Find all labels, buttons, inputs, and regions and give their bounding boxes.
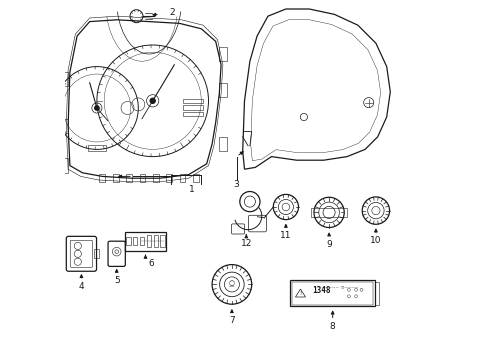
Bar: [310, 208, 346, 217]
Bar: [219, 47, 226, 61]
Bar: [153, 174, 158, 182]
Bar: [133, 237, 137, 245]
Bar: [183, 112, 203, 116]
Bar: [94, 249, 99, 258]
Text: 1: 1: [189, 185, 195, 194]
Bar: [139, 174, 145, 182]
Text: 4: 4: [79, 282, 84, 291]
Bar: [88, 145, 106, 151]
Bar: [166, 174, 172, 182]
Circle shape: [92, 103, 102, 113]
Text: 5: 5: [114, 276, 120, 285]
Bar: [113, 174, 118, 182]
Text: 7: 7: [228, 316, 234, 325]
Bar: [126, 174, 132, 182]
Circle shape: [146, 95, 159, 107]
Bar: [99, 174, 105, 182]
Bar: [146, 235, 151, 247]
Text: ——————  ○————: —————— ○————: [317, 284, 358, 288]
Bar: [219, 137, 226, 151]
Text: 9: 9: [325, 240, 331, 249]
Text: 8: 8: [329, 322, 335, 331]
Bar: [124, 232, 166, 251]
Text: !: !: [299, 291, 301, 296]
Bar: [183, 99, 203, 103]
Bar: [153, 235, 158, 247]
Bar: [61, 158, 68, 173]
Bar: [61, 119, 68, 133]
Bar: [290, 280, 374, 306]
Bar: [160, 235, 164, 247]
Bar: [374, 282, 379, 305]
Circle shape: [95, 106, 99, 110]
Circle shape: [150, 98, 155, 103]
Text: 1348: 1348: [312, 286, 330, 295]
Bar: [126, 237, 130, 245]
Text: 12: 12: [240, 239, 251, 248]
Bar: [219, 83, 226, 97]
Text: 3: 3: [233, 180, 239, 189]
Bar: [292, 282, 372, 305]
Text: 2: 2: [169, 8, 175, 17]
Text: 6: 6: [148, 259, 153, 269]
Text: 10: 10: [369, 236, 381, 245]
Text: ○: ○: [228, 280, 234, 285]
Bar: [140, 237, 144, 245]
Text: —: —: [229, 285, 234, 290]
Text: 11: 11: [280, 231, 291, 240]
Bar: [183, 105, 203, 110]
Bar: [193, 174, 199, 182]
Bar: [61, 72, 68, 86]
Bar: [179, 174, 185, 182]
